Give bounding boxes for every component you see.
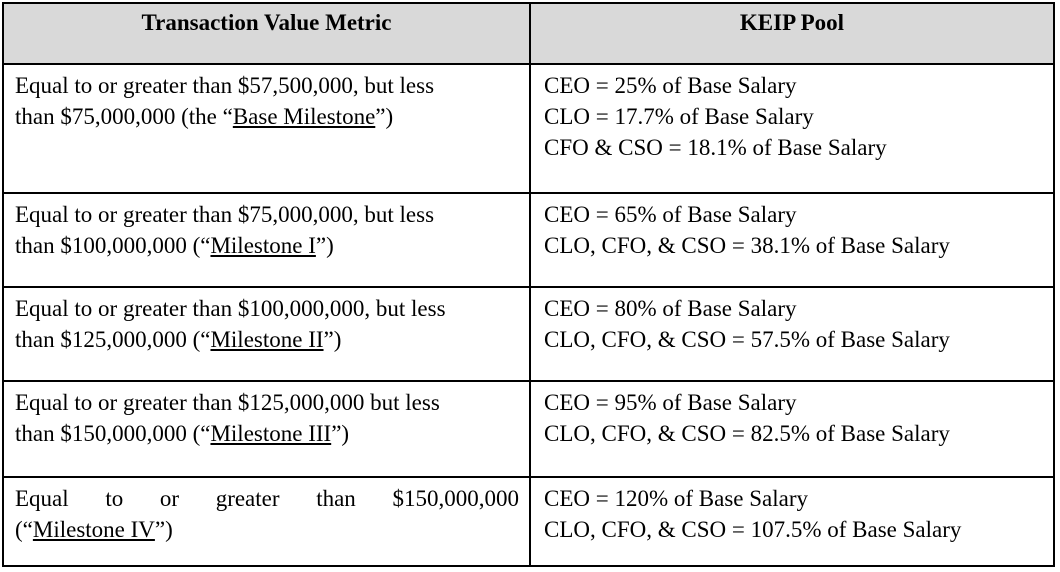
metric-text: than $75,000,000 (the “ (15, 104, 233, 129)
pool-cell: CEO = 25% of Base Salary CLO = 17.7% of … (531, 65, 1053, 192)
metric-line: than $100,000,000 (“Milestone I”) (15, 230, 519, 261)
metric-line: (“Milestone IV”) (15, 514, 519, 545)
metric-cell: Equal to or greater than $125,000,000 bu… (4, 382, 531, 476)
metric-word: Equal (15, 486, 69, 511)
header-keip-pool: KEIP Pool (739, 10, 845, 35)
metric-line: Equal to or greater than $100,000,000, b… (15, 296, 446, 321)
metric-line: Equal to or greater than $150,000,000 (15, 483, 519, 514)
pool-line: CEO = 95% of Base Salary (544, 390, 797, 415)
header-transaction-value-metric: Transaction Value Metric (4, 4, 531, 63)
pool-line: CEO = 65% of Base Salary (544, 202, 797, 227)
metric-text: than $100,000,000 (“ (15, 233, 211, 258)
table-row: Equal to or greater than $100,000,000, b… (4, 288, 1053, 382)
pool-cell: CEO = 65% of Base Salary CLO, CFO, & CSO… (531, 194, 1053, 286)
metric-line: Equal to or greater than $57,500,000, bu… (15, 73, 435, 98)
metric-text: than $125,000,000 (“ (15, 327, 211, 352)
metric-line: than $150,000,000 (“Milestone III”) (15, 418, 519, 449)
pool-line: CLO, CFO, & CSO = 107.5% of Base Salary (544, 517, 962, 542)
milestone-name: Milestone IV (32, 517, 155, 542)
metric-word: greater (215, 486, 280, 511)
metric-cell: Equal to or greater than $100,000,000, b… (4, 288, 531, 380)
metric-text: than $150,000,000 (“ (15, 421, 211, 446)
metric-cell: Equal to or greater than $57,500,000, bu… (4, 65, 531, 192)
milestone-name: Milestone II (210, 327, 324, 352)
pool-cell: CEO = 120% of Base Salary CLO, CFO, & CS… (531, 478, 1053, 565)
metric-text: ”) (331, 421, 350, 446)
milestone-name: Milestone I (210, 233, 316, 258)
metric-text: ”) (375, 104, 394, 129)
milestone-name: Milestone III (210, 421, 332, 446)
table-row: Equal to or greater than $57,500,000, bu… (4, 65, 1053, 194)
table-row: Equal to or greater than $125,000,000 bu… (4, 382, 1053, 478)
metric-text: ”) (323, 327, 342, 352)
pool-cell: CEO = 80% of Base Salary CLO, CFO, & CSO… (531, 288, 1053, 380)
metric-line: than $125,000,000 (“Milestone II”) (15, 324, 519, 355)
metric-word: $150,000,000 (392, 486, 519, 511)
metric-line: than $75,000,000 (the “Base Milestone”) (15, 101, 519, 132)
pool-line: CLO, CFO, & CSO = 38.1% of Base Salary (544, 233, 950, 258)
metric-word: or (159, 486, 180, 511)
metric-line: Equal to or greater than $125,000,000 bu… (15, 390, 440, 415)
table-header-row: Transaction Value Metric KEIP Pool (4, 4, 1053, 65)
table-row: Equal to or greater than $150,000,000 (“… (4, 478, 1053, 565)
pool-line: CLO, CFO, & CSO = 82.5% of Base Salary (544, 421, 950, 446)
metric-word: than (316, 486, 356, 511)
metric-cell: Equal to or greater than $150,000,000 (“… (4, 478, 531, 565)
pool-cell: CEO = 95% of Base Salary CLO, CFO, & CSO… (531, 382, 1053, 476)
metric-text: ”) (315, 233, 334, 258)
pool-line: CEO = 80% of Base Salary (544, 296, 797, 321)
pool-line: CLO = 17.7% of Base Salary (544, 104, 814, 129)
metric-text: ”) (154, 517, 173, 542)
pool-line: CLO, CFO, & CSO = 57.5% of Base Salary (544, 327, 950, 352)
metric-text: (“ (15, 517, 33, 542)
milestone-name: Base Milestone (232, 104, 376, 129)
metric-word: to (105, 486, 124, 511)
metric-line: Equal to or greater than $75,000,000, bu… (15, 202, 435, 227)
pool-line: CEO = 120% of Base Salary (544, 486, 809, 511)
pool-line: CFO & CSO = 18.1% of Base Salary (544, 135, 887, 160)
metric-cell: Equal to or greater than $75,000,000, bu… (4, 194, 531, 286)
table-row: Equal to or greater than $75,000,000, bu… (4, 194, 1053, 288)
pool-line: CEO = 25% of Base Salary (544, 73, 797, 98)
